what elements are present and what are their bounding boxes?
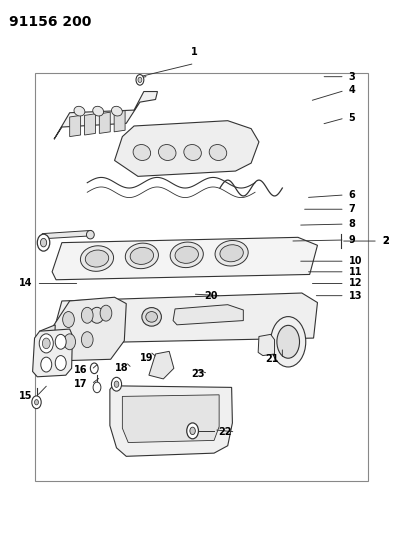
Text: 4: 4 bbox=[349, 85, 355, 95]
Text: 11: 11 bbox=[349, 267, 362, 277]
Ellipse shape bbox=[81, 246, 114, 271]
Polygon shape bbox=[99, 112, 110, 133]
Ellipse shape bbox=[277, 325, 299, 358]
Polygon shape bbox=[84, 114, 95, 135]
Ellipse shape bbox=[271, 317, 306, 367]
Circle shape bbox=[93, 382, 101, 393]
Text: 18: 18 bbox=[115, 364, 128, 373]
Text: 22: 22 bbox=[218, 427, 231, 437]
Text: 91156 200: 91156 200 bbox=[9, 14, 92, 29]
Circle shape bbox=[187, 423, 198, 439]
Ellipse shape bbox=[175, 246, 198, 263]
Ellipse shape bbox=[85, 250, 109, 267]
Circle shape bbox=[55, 334, 66, 349]
Circle shape bbox=[41, 357, 52, 372]
Text: 14: 14 bbox=[19, 278, 33, 288]
Circle shape bbox=[40, 238, 47, 247]
Text: 9: 9 bbox=[349, 235, 355, 245]
Polygon shape bbox=[149, 351, 174, 379]
Text: 8: 8 bbox=[349, 219, 356, 229]
Text: 3: 3 bbox=[349, 71, 355, 82]
Polygon shape bbox=[258, 334, 275, 356]
Text: 17: 17 bbox=[74, 379, 87, 389]
Text: 21: 21 bbox=[265, 354, 279, 364]
Polygon shape bbox=[70, 115, 81, 136]
Text: 10: 10 bbox=[349, 256, 362, 266]
Ellipse shape bbox=[215, 240, 248, 266]
Text: 2: 2 bbox=[382, 236, 389, 246]
Polygon shape bbox=[52, 237, 318, 280]
Text: 19: 19 bbox=[140, 353, 154, 362]
Text: 15: 15 bbox=[19, 391, 33, 401]
Circle shape bbox=[100, 305, 112, 321]
Text: 16: 16 bbox=[74, 365, 87, 375]
Ellipse shape bbox=[74, 106, 85, 116]
Polygon shape bbox=[33, 329, 72, 377]
Circle shape bbox=[64, 334, 75, 350]
Ellipse shape bbox=[146, 312, 158, 322]
Polygon shape bbox=[110, 386, 232, 456]
Ellipse shape bbox=[209, 144, 227, 160]
Ellipse shape bbox=[158, 144, 176, 160]
Polygon shape bbox=[122, 395, 219, 442]
Circle shape bbox=[138, 77, 142, 83]
Text: 13: 13 bbox=[349, 290, 362, 301]
Ellipse shape bbox=[93, 106, 104, 116]
Ellipse shape bbox=[184, 144, 201, 160]
Ellipse shape bbox=[170, 242, 203, 268]
Text: 12: 12 bbox=[349, 278, 362, 288]
Text: 5: 5 bbox=[349, 113, 355, 123]
Ellipse shape bbox=[142, 308, 162, 326]
Ellipse shape bbox=[112, 106, 122, 116]
Circle shape bbox=[32, 396, 41, 409]
Polygon shape bbox=[114, 111, 125, 132]
Circle shape bbox=[42, 338, 50, 349]
Bar bbox=[35, 73, 368, 481]
Polygon shape bbox=[38, 325, 55, 363]
Circle shape bbox=[35, 400, 39, 405]
Polygon shape bbox=[54, 92, 158, 139]
Circle shape bbox=[39, 334, 53, 353]
Circle shape bbox=[81, 332, 93, 348]
Circle shape bbox=[136, 75, 144, 85]
Ellipse shape bbox=[220, 245, 243, 262]
Circle shape bbox=[90, 363, 98, 374]
Circle shape bbox=[114, 381, 119, 387]
Circle shape bbox=[37, 234, 50, 251]
Text: 7: 7 bbox=[349, 204, 355, 214]
Ellipse shape bbox=[86, 230, 94, 239]
Text: 2: 2 bbox=[382, 236, 389, 246]
Polygon shape bbox=[173, 305, 243, 325]
Circle shape bbox=[55, 356, 66, 370]
Ellipse shape bbox=[125, 243, 158, 269]
Circle shape bbox=[112, 377, 121, 391]
Circle shape bbox=[81, 308, 93, 323]
Circle shape bbox=[190, 427, 195, 434]
Text: 23: 23 bbox=[191, 369, 204, 378]
Ellipse shape bbox=[130, 247, 154, 264]
Text: 6: 6 bbox=[349, 190, 355, 200]
Text: 20: 20 bbox=[204, 290, 218, 301]
Ellipse shape bbox=[90, 308, 104, 323]
Circle shape bbox=[62, 312, 74, 327]
Polygon shape bbox=[114, 120, 259, 176]
Polygon shape bbox=[40, 230, 93, 239]
Polygon shape bbox=[52, 293, 318, 343]
Polygon shape bbox=[52, 297, 126, 361]
Ellipse shape bbox=[133, 144, 151, 160]
Text: 1: 1 bbox=[191, 47, 198, 57]
